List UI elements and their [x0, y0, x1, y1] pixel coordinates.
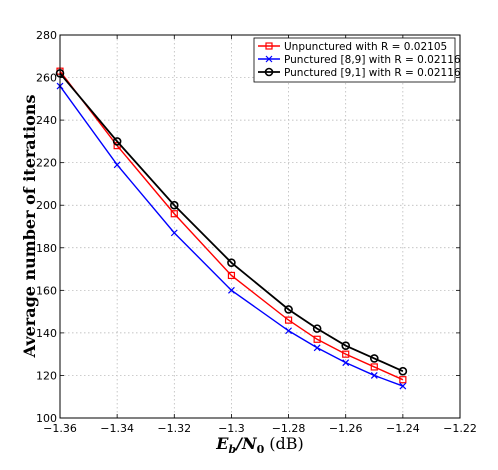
data-point: [265, 55, 273, 63]
y-tick-label: 260: [36, 72, 57, 85]
x-tick-label: −1.3: [218, 422, 245, 435]
data-point: [398, 366, 408, 376]
data-point: [284, 305, 293, 314]
data-point: [265, 42, 273, 50]
legend-label: Unpunctured with R = 0.02105: [284, 41, 447, 53]
data-point: [227, 271, 236, 280]
legend-item: Unpunctured with R = 0.02105: [258, 41, 447, 53]
data-point: [112, 137, 122, 146]
series-circle: [55, 69, 408, 376]
series-line: [59, 70, 404, 381]
y-tick-label: 120: [36, 369, 57, 382]
series-square: [56, 67, 407, 384]
data-point: [369, 354, 379, 363]
y-tick-label: 200: [36, 199, 57, 212]
data-point: [113, 161, 121, 169]
data-point: [341, 341, 351, 350]
data-point: [313, 335, 321, 343]
data-point: [284, 316, 293, 324]
y-tick-label: 180: [36, 242, 57, 255]
data-point: [370, 363, 378, 371]
x-tick-label: −1.32: [157, 422, 191, 435]
y-tick-label: 140: [36, 327, 57, 340]
data-point: [264, 67, 274, 77]
data-point: [399, 376, 407, 384]
y-axis-label: Average number of iterations: [20, 95, 39, 359]
series-x: [56, 82, 407, 390]
data-point: [370, 372, 378, 379]
data-point: [170, 210, 178, 218]
legend-label: Punctured [9,1] with R = 0.02116: [284, 67, 461, 79]
x-tick-label: −1.26: [329, 422, 363, 435]
legend-label: Punctured [8,9] with R = 0.02116: [284, 54, 461, 66]
x-tick-label: −1.22: [443, 422, 477, 435]
data-point: [312, 324, 322, 333]
plot-frame: [59, 34, 461, 419]
x-tick-label: −1.34: [100, 422, 134, 435]
plot-background: [60, 35, 460, 418]
y-tick-label: 160: [36, 284, 57, 297]
legend-box: [253, 37, 456, 83]
data-point: [227, 258, 236, 267]
x-tick-label: −1.28: [272, 422, 306, 435]
data-point: [170, 229, 178, 237]
x-tick-label: −1.24: [386, 422, 420, 435]
legend-item: Punctured [8,9] with R = 0.02116: [258, 54, 461, 66]
data-point: [342, 350, 350, 358]
data-point: [169, 200, 179, 210]
ticks: −1.36 −1.34 −1.32 −1.3 −1.28 −1.26 −1.24 −1.22 1…: [36, 29, 477, 435]
x-axis-label: Eb/N0 (dB): [215, 434, 304, 456]
y-tick-label: 280: [36, 29, 57, 42]
series-line: [59, 72, 404, 373]
y-tick-label: 240: [36, 114, 57, 127]
x-tick-label: −1.36: [43, 422, 77, 435]
data-point: [285, 327, 292, 335]
data-point: [399, 382, 407, 390]
y-tick-label: 220: [36, 157, 57, 170]
data-point: [313, 344, 321, 352]
legend-item: Punctured [9,1] with R = 0.02116: [258, 67, 461, 79]
data-point: [342, 359, 350, 367]
y-tick-label: 100: [36, 412, 57, 425]
series-layer: [55, 67, 408, 390]
data-point: [228, 286, 235, 294]
